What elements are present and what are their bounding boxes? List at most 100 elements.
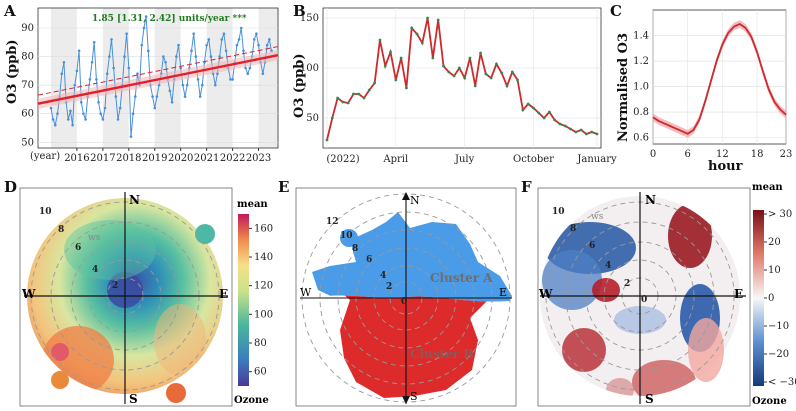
monthly-point [92, 40, 96, 44]
monthly-point [261, 72, 265, 76]
x-tick-label: 2022 [220, 153, 245, 164]
monthly-point [69, 109, 72, 113]
weekly-point [484, 72, 488, 76]
confidence-band [653, 20, 786, 138]
colorbar-tick-label: 160 [254, 223, 273, 234]
panel-d-east: E [219, 287, 228, 301]
panel-c-letter: C [610, 2, 622, 20]
weekly-point [336, 96, 339, 100]
y-tick-label: 50 [306, 113, 319, 124]
panel-e-south-arrow [402, 396, 410, 404]
x-tick-label: 12 [716, 149, 729, 160]
monthly-point [151, 95, 154, 98]
weekly-point [415, 32, 419, 36]
panel-e: E N S E W 0 2 4 6 8 10 12 C [278, 178, 517, 407]
panel-e-cluster-b-region [306, 295, 500, 398]
panel-d-south: S [129, 392, 138, 406]
panel-a-year-label: (year) [30, 151, 60, 162]
panel-e-south: S [410, 390, 418, 403]
monthly-point [268, 38, 271, 41]
weekly-point [362, 96, 366, 100]
weekly-point [436, 18, 440, 22]
monthly-point [112, 66, 115, 70]
panel-a-frame [37, 7, 279, 149]
monthly-point [213, 83, 217, 87]
monthly-point [144, 15, 148, 18]
panel-d-colorbar [238, 214, 249, 386]
panel-f-colorbar-footer: Ozone [752, 396, 787, 407]
panel-d-ring-2: 2 [112, 281, 118, 291]
monthly-point [118, 106, 122, 110]
colorbar-tick-label: 0 [768, 293, 774, 304]
weekly-point [479, 51, 482, 55]
x-tick-label: 6 [685, 149, 691, 160]
x-tick-label: 2020 [168, 153, 193, 164]
monthly-point [244, 66, 247, 70]
monthly-point [53, 123, 57, 127]
colorbar-tick-label: 60 [254, 367, 267, 378]
monthly-point [125, 32, 128, 36]
panel-d-ring-6: 6 [75, 243, 81, 253]
panel-d-west: W [21, 287, 36, 301]
panel-e-cluster-a-region [312, 212, 512, 302]
monthly-point [90, 60, 94, 64]
x-tick-label: 2016 [64, 153, 89, 164]
monthly-point [242, 49, 245, 53]
panel-e-north: N [410, 194, 420, 207]
weekly-point [420, 41, 424, 45]
panel-f-ring-2: 2 [624, 279, 630, 289]
weekly-point [394, 78, 398, 82]
panel-c-x-ticks: 0 6 12 18 23 [650, 149, 793, 160]
panel-a-y-ticks: 50 60 70 80 90 [21, 23, 34, 148]
monthly-point [198, 95, 202, 98]
x-tick-label: 2018 [116, 153, 141, 164]
y-tick-label: 1.2 [633, 56, 649, 67]
panel-d-north: N [129, 193, 140, 207]
monthly-point [51, 118, 55, 121]
weekly-point [510, 70, 514, 74]
x-tick-label: 0 [650, 149, 656, 160]
panel-e-ring-10: 10 [340, 231, 353, 241]
colorbar-tick-label: 120 [254, 281, 273, 292]
weekly-point [447, 70, 451, 74]
panel-f-south: S [645, 392, 654, 406]
panel-e-ring-8: 8 [352, 244, 358, 254]
monthly-point [49, 106, 53, 110]
diurnal-line [652, 23, 787, 135]
panel-e-cluster-a-label: Cluster A [430, 271, 493, 285]
weekly-series-line [326, 17, 598, 141]
monthly-point [252, 38, 256, 41]
panel-e-west: W [300, 286, 312, 299]
panel-e-ring-2: 2 [386, 282, 392, 292]
y-tick-label: 70 [21, 80, 34, 91]
monthly-point [95, 78, 98, 81]
monthly-point [136, 72, 139, 76]
panel-d-ring-10: 10 [39, 207, 52, 217]
panel-b-gridlines [323, 8, 601, 148]
panel-d-outlier-blob [195, 224, 215, 244]
monthly-point [66, 118, 70, 121]
monthly-point [133, 95, 137, 98]
panel-e-frame [295, 187, 517, 407]
monthly-point [73, 83, 77, 87]
panel-c-gridlines [652, 10, 787, 144]
monthly-point [218, 55, 221, 58]
year-band [206, 8, 233, 148]
panel-f-frame [537, 187, 751, 407]
weekly-point [378, 38, 382, 42]
panel-e-letter: E [278, 178, 289, 196]
monthly-point [60, 72, 64, 76]
monthly-point [185, 83, 189, 87]
weekly-point [542, 116, 546, 120]
weekly-point [595, 132, 599, 136]
panel-f-colorbar-ticks: > 30 20 10 0 −10 −20 < −30 [764, 209, 796, 388]
panel-a-series [37, 15, 279, 138]
monthly-point [164, 60, 167, 64]
weekly-point [585, 132, 588, 136]
panel-e-east: E [499, 286, 507, 299]
y-tick-label: 60 [21, 109, 34, 120]
panel-b-frame [322, 7, 602, 149]
weekly-point [463, 76, 467, 80]
monthly-point [257, 43, 260, 47]
weekly-point [352, 92, 355, 96]
